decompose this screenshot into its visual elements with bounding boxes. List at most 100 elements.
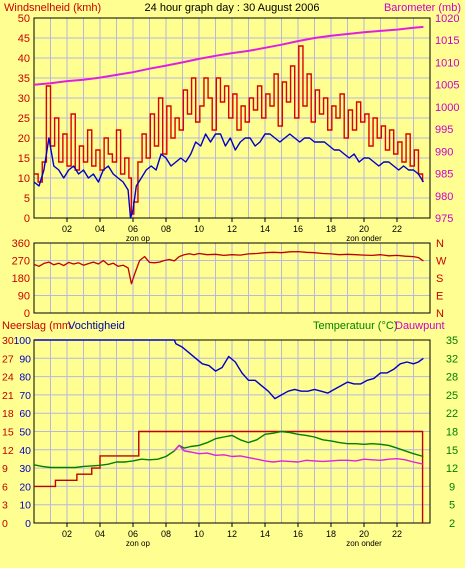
rain-xtick-label: 12 (227, 529, 237, 539)
direction-ytick-label: 270 (12, 256, 30, 268)
humidity-ytick-label: 90 (19, 353, 31, 365)
temperature-ytick-label: 5 (449, 500, 455, 512)
rain-ytick-label: 9 (2, 463, 8, 475)
temperature-ytick-label: 9 (449, 481, 455, 493)
wind-xtick-label: 06 (128, 224, 138, 234)
humidity-ytick-label: 20 (19, 481, 31, 493)
wind-xtick-label: 10 (194, 224, 204, 234)
barometer-ytick-label: 1005 (435, 80, 459, 92)
rain-ytick-label: 0 (2, 518, 8, 530)
barometer-axis-label: Barometer (mb) (384, 2, 461, 14)
rain-xtick-label: 18 (326, 529, 336, 539)
temperature-ytick-label: 35 (446, 335, 458, 347)
barometer-ytick-label: 1020 (435, 13, 459, 25)
wind-ytick-label: 45 (18, 33, 30, 45)
barometer-ytick-label: 980 (435, 191, 453, 203)
direction-ytick-label: 180 (12, 273, 30, 285)
humidity-ytick-label: 0 (25, 518, 31, 530)
direction-ytick-label: 0 (24, 308, 30, 320)
temperature-ytick-label: 15 (446, 445, 458, 457)
wind-gust-line (34, 45, 424, 215)
humidity-line (34, 339, 424, 400)
rain-xtick-label: 14 (260, 529, 270, 539)
wind-axis-label: Windsnelheid (kmh) (4, 2, 101, 14)
wind-direction-line (33, 250, 424, 285)
rain-ytick-label: 3 (2, 500, 8, 512)
direction-compass-label: S (436, 273, 443, 285)
direction-compass-label: N (436, 238, 444, 250)
wind-xtick-label: 14 (260, 224, 270, 234)
direction-compass-label: N (436, 308, 444, 320)
wind-ytick-label: 35 (18, 73, 30, 85)
barometer-ytick-label: 990 (435, 146, 453, 158)
rain-line (34, 430, 424, 523)
temperature-ytick-label: 28 (446, 372, 458, 384)
direction-ytick-label: 360 (12, 238, 30, 250)
rain-xtick-label: 02 (62, 529, 72, 539)
humidity-ytick-label: 30 (19, 463, 31, 475)
barometer-ytick-label: 995 (435, 124, 453, 136)
rain-xtick-label: 16 (293, 529, 303, 539)
wind-xtick-label: 02 (62, 224, 72, 234)
wind-ytick-label: 20 (18, 133, 30, 145)
direction-ytick-label: 90 (18, 291, 30, 303)
temperature-ytick-label: 18 (446, 427, 458, 439)
rain-ytick-label: 21 (2, 390, 14, 402)
humidity-ytick-label: 40 (19, 445, 31, 457)
wind-xtick-label: 20 (359, 224, 369, 234)
header-labels: 24 hour graph day : 30 August 2006 Winds… (2, 2, 461, 332)
rain-xtick-label: 04 (95, 529, 105, 539)
sunrise-label-2: zon op (126, 539, 151, 548)
temperature-ytick-label: 2 (449, 518, 455, 530)
rain-ytick-label: 12 (2, 445, 14, 457)
wind-ytick-label: 10 (18, 173, 30, 185)
direction-compass-label: E (436, 291, 443, 303)
rain-ytick-label: 24 (2, 372, 14, 384)
dewpoint-axis-label: Dauwpunt (395, 320, 445, 332)
rain-axis-label: Neerslag (mm (2, 320, 71, 332)
wind-ytick-label: 0 (24, 213, 30, 225)
rain-xtick-label: 20 (359, 529, 369, 539)
barometer-ytick-label: 1010 (435, 57, 459, 69)
dewpoint-line (173, 444, 424, 465)
wind-ytick-label: 5 (24, 193, 30, 205)
rain-ytick-label: 18 (2, 408, 14, 420)
barometer-ytick-label: 1000 (435, 102, 459, 114)
wind-xtick-label: 22 (392, 224, 402, 234)
barometer-ytick-label: 975 (435, 213, 453, 225)
wind-ytick-label: 25 (18, 113, 30, 125)
humidity-ytick-label: 10 (19, 500, 31, 512)
rain-xtick-label: 22 (392, 529, 402, 539)
humidity-ytick-label: 50 (19, 427, 31, 439)
rain-humidity-temperature-panel: 0369121518212427300102030405060708090100… (2, 335, 458, 548)
wind-ytick-label: 15 (18, 153, 30, 165)
rain-ytick-label: 27 (2, 353, 14, 365)
sunset-label-1: zon onder (346, 234, 382, 243)
rain-ytick-label: 6 (2, 481, 8, 493)
humidity-ytick-label: 70 (19, 390, 31, 402)
direction-frame (33, 242, 431, 314)
temperature-ytick-label: 32 (446, 353, 458, 365)
temperature-axis-label: Temperatuur (°C) (313, 320, 397, 332)
barometer-ytick-label: 1015 (435, 35, 459, 47)
wind-avg-line (33, 133, 424, 219)
barometer-ytick-label: 985 (435, 169, 453, 181)
wind-ytick-label: 50 (18, 13, 30, 25)
barometer-line (33, 25, 424, 86)
wind-xtick-label: 18 (326, 224, 336, 234)
humidity-ytick-label: 60 (19, 408, 31, 420)
wind-xtick-label: 08 (161, 224, 171, 234)
temperature-ytick-label: 22 (446, 408, 458, 420)
rain-xtick-label: 10 (194, 529, 204, 539)
sunset-label-2: zon onder (346, 539, 382, 548)
temperature-ytick-label: 12 (446, 463, 458, 475)
rain-ytick-label: 15 (2, 427, 14, 439)
humidity-ytick-label: 100 (13, 335, 31, 347)
humidity-ytick-label: 80 (19, 372, 31, 384)
humidity-axis-label: Vochtigheid (68, 320, 125, 332)
temperature-ytick-label: 25 (446, 390, 458, 402)
rain-xtick-label: 06 (128, 529, 138, 539)
